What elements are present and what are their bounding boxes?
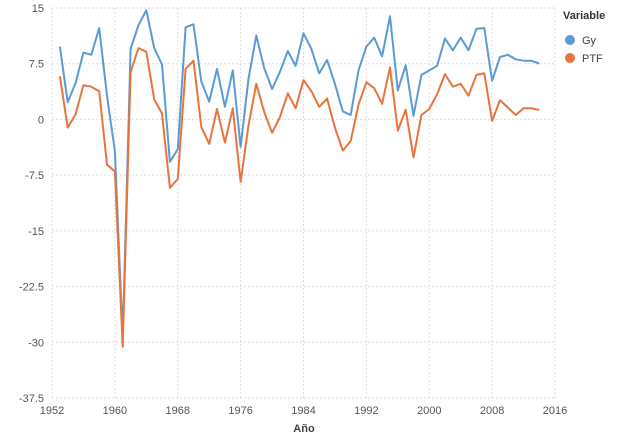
x-tick-label: 1984 [291, 405, 315, 417]
x-tick-label: 1952 [40, 405, 64, 417]
series-line-ptf [58, 47, 540, 348]
y-axis-ticks: 15 7.5 0 -7.5 -15 -22.5 -30 -37.5 [19, 3, 44, 405]
x-tick-label: 2000 [417, 405, 441, 417]
y-tick-label: -30 [28, 337, 44, 349]
x-tick-label: 1976 [228, 405, 252, 417]
y-tick-label: 15 [32, 3, 44, 15]
y-tick-label: -7.5 [25, 170, 44, 182]
y-tick-label: -15 [28, 226, 44, 238]
x-axis-ticks: 1952 1960 1968 1976 1984 1992 2000 2008 2016 [40, 405, 567, 417]
y-tick-label: 7.5 [29, 59, 44, 71]
x-tick-label: 2008 [480, 405, 504, 417]
legend-label-gy: Gy [582, 35, 597, 47]
series-line-gy [58, 9, 540, 339]
legend-swatch-gy [565, 35, 575, 45]
legend-swatch-ptf [565, 53, 575, 63]
grid-lines [51, 7, 556, 399]
y-tick-label: -22.5 [19, 282, 44, 294]
series-lines [58, 9, 540, 348]
x-tick-label: 1968 [166, 405, 190, 417]
x-tick-label: 1992 [354, 405, 378, 417]
y-tick-label: -37.5 [19, 393, 44, 405]
legend: Variable Gy PTF [563, 10, 605, 65]
legend-items: Gy PTF [565, 35, 603, 65]
legend-label-ptf: PTF [582, 53, 603, 65]
y-tick-label: 0 [38, 114, 44, 126]
x-tick-label: 1960 [103, 405, 127, 417]
legend-title: Variable [563, 10, 605, 22]
x-axis-title: Año [293, 423, 315, 435]
x-tick-label: 2016 [543, 405, 567, 417]
